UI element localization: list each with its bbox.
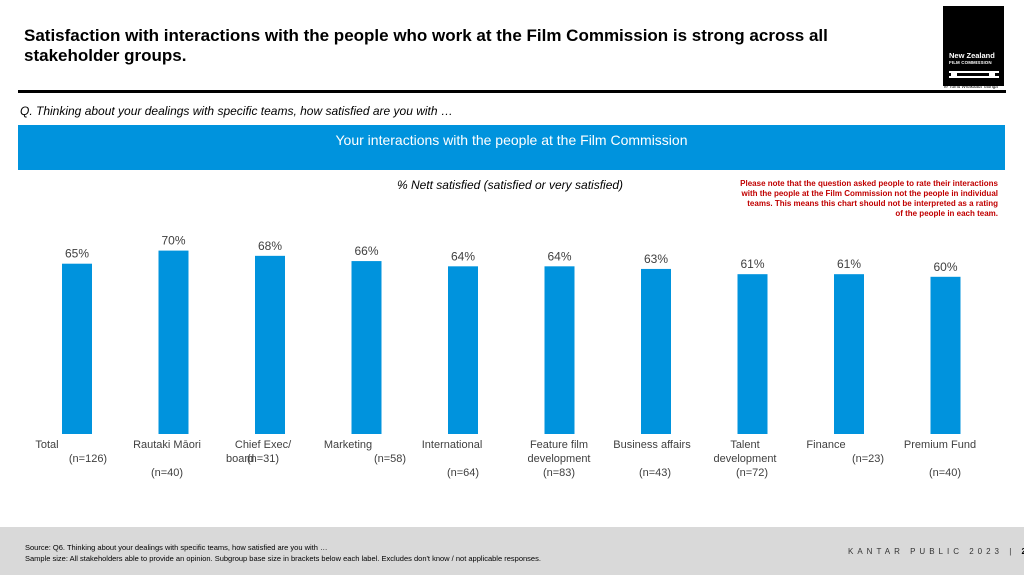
data-label-8: 61% xyxy=(837,257,861,271)
data-label-3: 66% xyxy=(354,244,378,258)
data-label-7: 61% xyxy=(740,257,764,271)
chart-note: Please note that the question asked peop… xyxy=(740,179,998,218)
logo-sub: FILM COMMISSION xyxy=(949,60,992,65)
bar-2 xyxy=(255,255,285,434)
category-label-4-0: International xyxy=(422,439,483,451)
category-label-7-1: development xyxy=(714,453,777,465)
logo-tagline: Te Tumu Whakaata Taonga xyxy=(943,84,998,89)
logo-name: New Zealand xyxy=(949,51,995,60)
category-label-5-1: development xyxy=(528,453,591,465)
category-base-2: (n=31) xyxy=(247,453,279,465)
bar-0 xyxy=(62,263,92,434)
category-label-5-0: Feature film xyxy=(530,439,588,451)
category-base-0: (n=126) xyxy=(69,453,107,465)
survey-question: Q. Thinking about your dealings with spe… xyxy=(20,104,453,118)
nzfc-logo: New Zealand FILM COMMISSION xyxy=(943,6,1004,86)
category-label-7-0: Talent xyxy=(730,439,759,451)
footer-bar xyxy=(0,527,1024,575)
data-label-4: 64% xyxy=(451,249,475,263)
category-base-1: (n=40) xyxy=(151,467,183,479)
category-label-0-0: Total xyxy=(35,439,58,451)
category-label-1-0: Rautaki Māori xyxy=(133,439,201,451)
bar-7 xyxy=(737,274,768,434)
category-base-4: (n=64) xyxy=(447,467,479,479)
separator: | xyxy=(1009,547,1016,556)
bar-3 xyxy=(351,261,382,434)
category-label-3-0: Marketing xyxy=(324,439,372,451)
banner-text: Your interactions with the people at the… xyxy=(335,132,688,148)
category-base-6: (n=43) xyxy=(639,467,671,479)
source-line: Source: Q6. Thinking about your dealings… xyxy=(25,543,328,552)
bar-8 xyxy=(834,274,864,434)
bar-1 xyxy=(158,250,189,434)
bar-chart: 65% Total (n=126) 70% Rautaki Māori (n=40) 68%… xyxy=(35,234,976,479)
data-label-1: 70% xyxy=(161,234,185,248)
category-label-2-0: Chief Exec/ xyxy=(235,439,292,451)
film-strip-icon xyxy=(949,71,999,78)
page-title: Satisfaction with interactions with the … xyxy=(24,26,828,65)
data-label-9: 60% xyxy=(933,260,957,274)
category-label-9-0: Premium Fund xyxy=(904,439,976,451)
category-base-5: (n=83) xyxy=(543,467,575,479)
data-label-6: 63% xyxy=(644,252,668,266)
header-rule xyxy=(18,90,1006,93)
sample-line: Sample size: All stakeholders able to pr… xyxy=(25,554,541,563)
data-label-2: 68% xyxy=(258,239,282,253)
category-base-9: (n=40) xyxy=(929,467,961,479)
data-label-5: 64% xyxy=(547,249,571,263)
category-label-8-0: Finance xyxy=(806,439,845,451)
category-base-7: (n=72) xyxy=(736,467,768,479)
data-label-0: 65% xyxy=(65,247,89,261)
page-number: 2 xyxy=(1022,547,1024,556)
category-label-2-1: board xyxy=(226,453,254,465)
bar-6 xyxy=(641,268,671,434)
category-base-8: (n=23) xyxy=(852,453,884,465)
category-label-6-0: Business affairs xyxy=(613,439,691,451)
category-base-3: (n=58) xyxy=(374,453,406,465)
brand-text: KANTAR PUBLIC 2023 xyxy=(848,547,1003,556)
section-banner: Your interactions with the people at the… xyxy=(18,125,1005,170)
footer-brand: KANTAR PUBLIC 2023 | 2 xyxy=(848,547,1024,556)
footer-source: Source: Q6. Thinking about your dealings… xyxy=(25,542,541,564)
bar-4 xyxy=(448,266,478,434)
chart-subtitle: % Nett satisfied (satisfied or very sati… xyxy=(396,178,624,192)
bar-9 xyxy=(930,276,961,434)
bar-5 xyxy=(544,266,575,434)
